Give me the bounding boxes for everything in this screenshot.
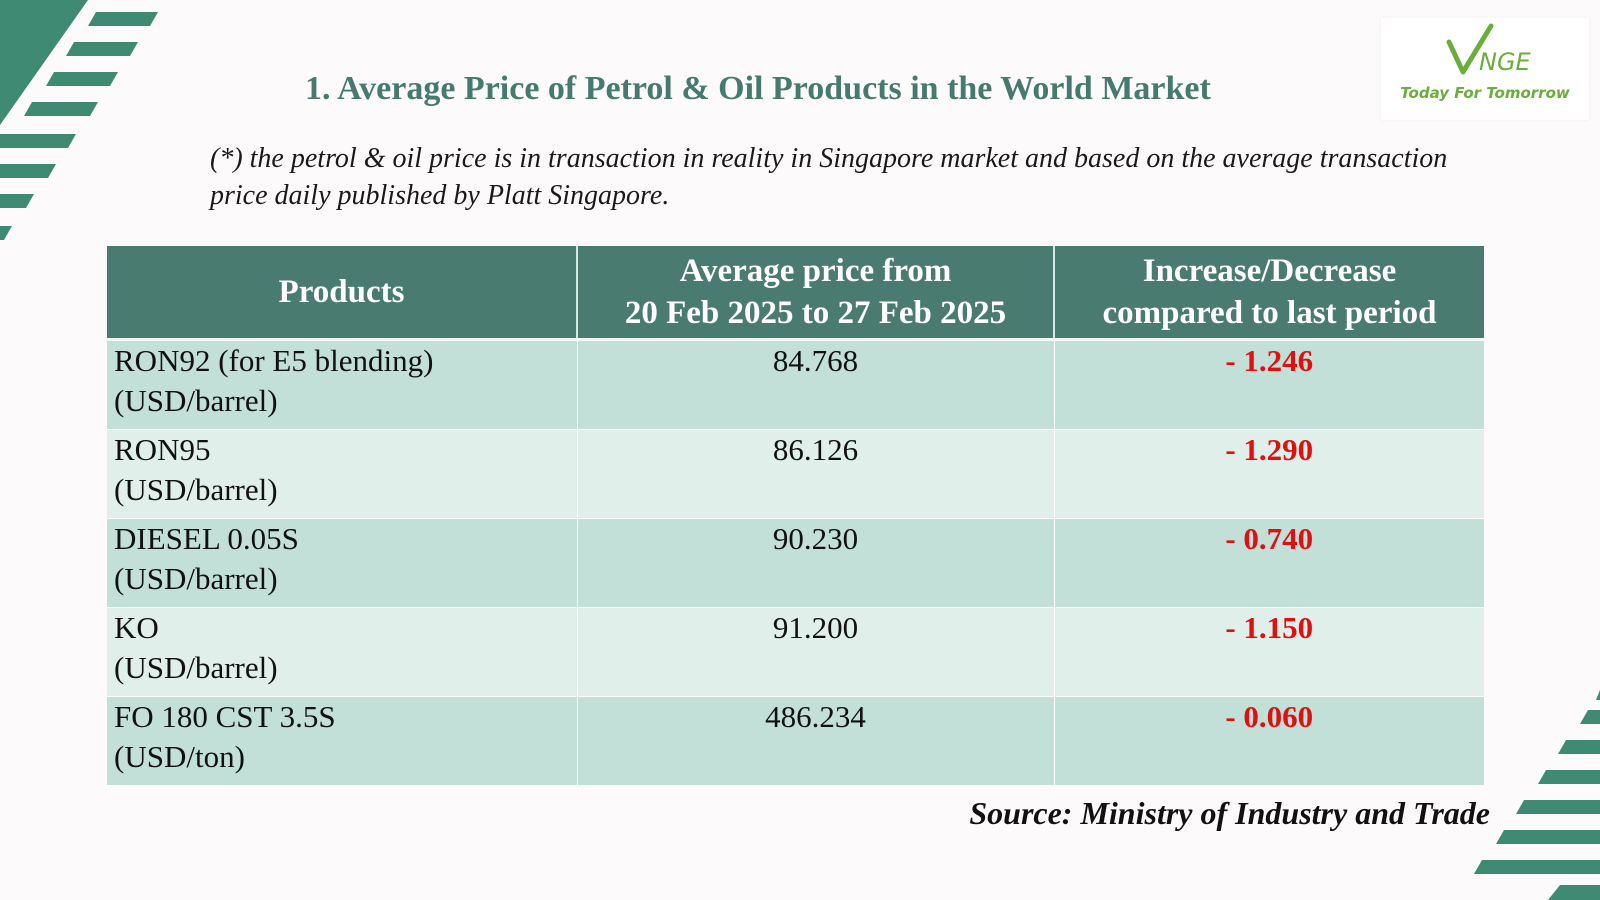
- table-row: RON92 (for E5 blending) (USD/barrel) 84.…: [107, 339, 1484, 430]
- table-header-row: Products Average price from 20 Feb 2025 …: [107, 246, 1484, 340]
- page-title: 1. Average Price of Petrol & Oil Product…: [305, 70, 1211, 107]
- header-change-line2: compared to last period: [1102, 295, 1437, 331]
- product-name: RON95: [114, 432, 211, 467]
- product-name: KO: [114, 610, 159, 645]
- product-cell: FO 180 CST 3.5S (USD/ton): [107, 696, 578, 785]
- product-unit: (USD/barrel): [114, 472, 278, 507]
- header-average-price: Average price from 20 Feb 2025 to 27 Feb…: [577, 246, 1055, 340]
- header-average-price-line1: Average price from: [679, 253, 952, 289]
- logo-tagline: Today For Tomorrow: [1400, 84, 1570, 102]
- average-price: 486.234: [577, 696, 1055, 785]
- header-average-price-line2: 20 Feb 2025 to 27 Feb 2025: [624, 295, 1007, 331]
- header-change-line1: Increase/Decrease: [1142, 253, 1397, 289]
- price-change: - 1.290: [1054, 429, 1484, 519]
- average-price: 90.230: [577, 518, 1055, 608]
- table-row: KO (USD/barrel) 91.200 - 1.150: [107, 607, 1484, 697]
- product-unit: (USD/barrel): [114, 650, 278, 685]
- corner-stripes-bottom-right: [1474, 690, 1600, 900]
- product-name: RON92 (for E5 blending): [114, 343, 434, 378]
- product-cell: RON95 (USD/barrel): [107, 429, 578, 519]
- average-price: 91.200: [577, 607, 1055, 697]
- product-unit: (USD/ton): [114, 739, 245, 774]
- price-table: Products Average price from 20 Feb 2025 …: [107, 246, 1484, 785]
- header-products: Products: [107, 246, 578, 340]
- header-change: Increase/Decrease compared to last perio…: [1054, 246, 1484, 340]
- product-name: DIESEL 0.05S: [114, 521, 299, 556]
- source-citation: Source: Ministry of Industry and Trade: [969, 795, 1490, 831]
- svg-text:NGE: NGE: [1479, 48, 1532, 76]
- product-cell: RON92 (for E5 blending) (USD/barrel): [107, 339, 578, 430]
- company-logo: NGE Today For Tomorrow: [1381, 18, 1589, 120]
- corner-stripes-top-left: [0, 0, 158, 240]
- price-change: - 0.740: [1054, 518, 1484, 608]
- vnge-logo-mark: NGE: [1446, 23, 1532, 76]
- table-row: DIESEL 0.05S (USD/barrel) 90.230 - 0.740: [107, 518, 1484, 608]
- price-change: - 1.246: [1054, 339, 1484, 430]
- product-name: FO 180 CST 3.5S: [114, 699, 336, 734]
- price-note: (*) the petrol & oil price is in transac…: [210, 143, 1448, 211]
- table-row: RON95 (USD/barrel) 86.126 - 1.290: [107, 429, 1484, 519]
- product-unit: (USD/barrel): [114, 561, 278, 596]
- price-change: - 1.150: [1054, 607, 1484, 697]
- price-change: - 0.060: [1054, 696, 1484, 785]
- product-cell: KO (USD/barrel): [107, 607, 578, 697]
- product-cell: DIESEL 0.05S (USD/barrel): [107, 518, 578, 608]
- table-row: FO 180 CST 3.5S (USD/ton) 486.234 - 0.06…: [107, 696, 1484, 785]
- average-price: 86.126: [577, 429, 1055, 519]
- product-unit: (USD/barrel): [114, 383, 278, 418]
- average-price: 84.768: [577, 339, 1055, 430]
